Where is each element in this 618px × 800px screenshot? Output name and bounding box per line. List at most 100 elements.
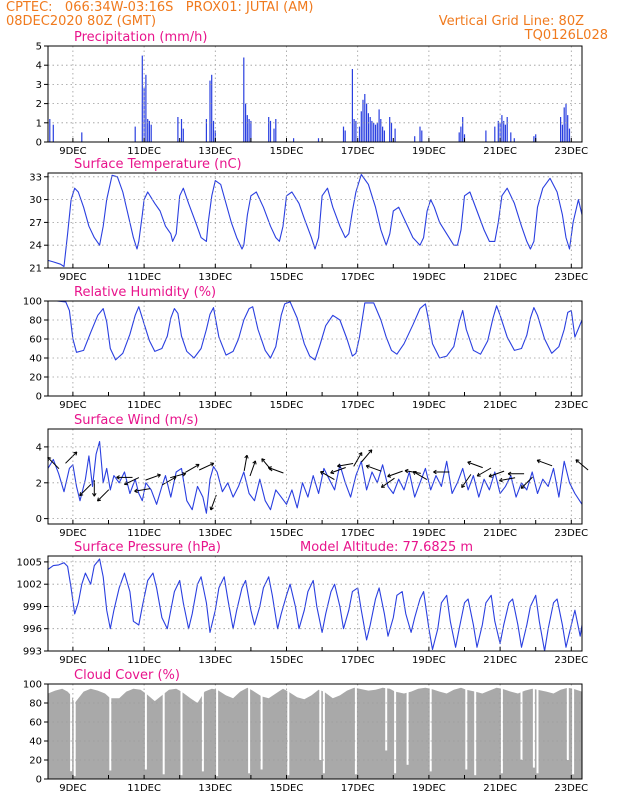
- cloud-ytick-label-2: 40: [29, 737, 42, 748]
- precip-bar-28: [317, 138, 320, 142]
- humidity-ytick-label-2: 40: [29, 354, 42, 365]
- wind-xtick-label-2: 13DEC: [198, 528, 232, 539]
- wind-xtick-label-3: 15DEC: [270, 528, 304, 539]
- cloud-xtick-label-2: 13DEC: [198, 783, 232, 794]
- wind-ytick-label-2: 4: [36, 442, 42, 453]
- cloud-gap-11: [319, 684, 322, 760]
- precip-xtick-label-5: 19DEC: [412, 146, 446, 157]
- date-header: 08DEC2020 80Z (GMT): [6, 14, 157, 29]
- precip-bar-0: [49, 119, 51, 142]
- temperature-xtick-label-4: 17DEC: [341, 272, 375, 283]
- temperature-ytick-label-0: 21: [29, 264, 42, 275]
- temperature-line: [47, 173, 583, 268]
- wind-arrow-33: [499, 477, 516, 483]
- cloud-gap-9: [260, 684, 263, 770]
- precip-bar-56: [460, 126, 462, 142]
- pressure-annotation: Model Altitude: 77.6825 m: [300, 540, 473, 555]
- pressure-ytick-label-0: 993: [23, 647, 42, 658]
- wind-arrow-17: [267, 466, 284, 474]
- precip-bar-36: [362, 99, 364, 142]
- precip-ytick-label-4: 4: [36, 61, 42, 72]
- cloud-gap-4: [162, 684, 165, 775]
- wind-arrow-4: [97, 489, 110, 502]
- wind-arrow-32: [488, 470, 505, 478]
- wind-title: Surface Wind (m/s): [74, 413, 198, 428]
- precip-bar-40: [369, 117, 371, 142]
- precip-bar-76: [568, 128, 571, 142]
- cloud-gap-22: [532, 684, 535, 768]
- wind-arrow-25: [387, 470, 403, 478]
- precip-bar-10: [177, 117, 179, 142]
- wind-xtick-label-7: 23DEC: [554, 528, 588, 539]
- precip-bar-1: [52, 124, 54, 142]
- pressure-xtick-label-0: 9DEC: [59, 655, 86, 666]
- cloud-gap-25: [572, 684, 575, 775]
- precip-ytick-label-2: 2: [36, 99, 42, 110]
- cloud-xtick-label-5: 19DEC: [412, 783, 446, 794]
- pressure-xtick-label-5: 19DEC: [412, 655, 446, 666]
- wind-arrow-18: [320, 471, 335, 481]
- precip-bar-69: [533, 136, 535, 142]
- wind-arrow-34: [507, 471, 525, 477]
- humidity-xtick-label-5: 19DEC: [412, 400, 446, 411]
- precip-xtick-label-3: 15DEC: [270, 146, 304, 157]
- precip-bar-6: [145, 74, 147, 142]
- cloud-gap-16: [406, 684, 409, 765]
- precip-bar-9: [150, 124, 152, 142]
- temperature-xtick-label-7: 23DEC: [554, 272, 588, 283]
- cloud-xtick-label-6: 21DEC: [483, 783, 517, 794]
- precip-bar-52: [414, 136, 416, 142]
- wind-arrow-29: [461, 474, 472, 488]
- precip-ytick-label-3: 3: [36, 80, 42, 91]
- cloud-gap-14: [385, 684, 388, 751]
- precip-bar-48: [383, 130, 385, 142]
- pressure-xtick-label-6: 21DEC: [483, 655, 517, 666]
- precip-bar-72: [561, 124, 563, 142]
- cloud-gap-15: [394, 684, 397, 774]
- precip-bar-13: [205, 119, 207, 142]
- precip-bar-3: [134, 126, 136, 142]
- cloud-gap-3: [144, 684, 147, 770]
- wind-arrow-36: [536, 459, 553, 467]
- cloud-gap-7: [216, 684, 219, 777]
- cloud-xtick-label-4: 17DEC: [341, 783, 375, 794]
- precip-bar-18: [243, 57, 245, 142]
- cloud-gap-6: [201, 684, 204, 772]
- cloud-ytick-label-1: 20: [29, 756, 42, 767]
- humidity-xtick-label-0: 9DEC: [59, 400, 86, 411]
- precip-bar-63: [501, 115, 503, 142]
- precip-bar-44: [376, 122, 378, 142]
- temperature-xtick-label-0: 9DEC: [59, 272, 86, 283]
- grid-note: Vertical Grid Line: 80Z: [438, 14, 584, 29]
- wind-arrow-20: [337, 463, 354, 468]
- precip-bar-54: [421, 130, 423, 142]
- cloud-xtick-label-7: 23DEC: [554, 783, 588, 794]
- precip-ytick-label-0: 0: [36, 138, 42, 149]
- wind-xtick-label-6: 21DEC: [483, 528, 517, 539]
- humidity-line: [48, 300, 583, 361]
- precip-bar-29: [342, 126, 345, 142]
- humidity-frame: [47, 300, 583, 397]
- cloud-gap-17: [429, 684, 432, 772]
- precip-bar-34: [358, 126, 361, 142]
- precip-bar-37: [364, 94, 366, 142]
- precip-xtick-label-4: 17DEC: [341, 146, 375, 157]
- temperature-xtick-label-5: 19DEC: [412, 272, 446, 283]
- cloud-ytick-label-4: 80: [29, 699, 42, 710]
- precip-bar-20: [246, 115, 248, 142]
- precip-xtick-label-0: 9DEC: [59, 146, 86, 157]
- pressure-ytick-label-2: 999: [23, 602, 42, 613]
- wind-frame: [47, 428, 583, 525]
- precip-bar-19: [245, 103, 247, 142]
- precip-bar-49: [389, 117, 391, 142]
- humidity-ytick-label-5: 100: [23, 297, 42, 308]
- precip-bar-53: [419, 126, 421, 142]
- pressure-xtick-label-1: 11DEC: [127, 655, 161, 666]
- temperature-xtick-label-2: 13DEC: [198, 272, 232, 283]
- cloud-xtick-label-0: 9DEC: [59, 783, 86, 794]
- wind-arrow-10: [170, 472, 187, 479]
- precip-bar-42: [373, 122, 375, 142]
- precip-bar-39: [367, 113, 369, 142]
- cloud-gap-18: [465, 684, 468, 770]
- wind-arrow-14: [243, 454, 249, 471]
